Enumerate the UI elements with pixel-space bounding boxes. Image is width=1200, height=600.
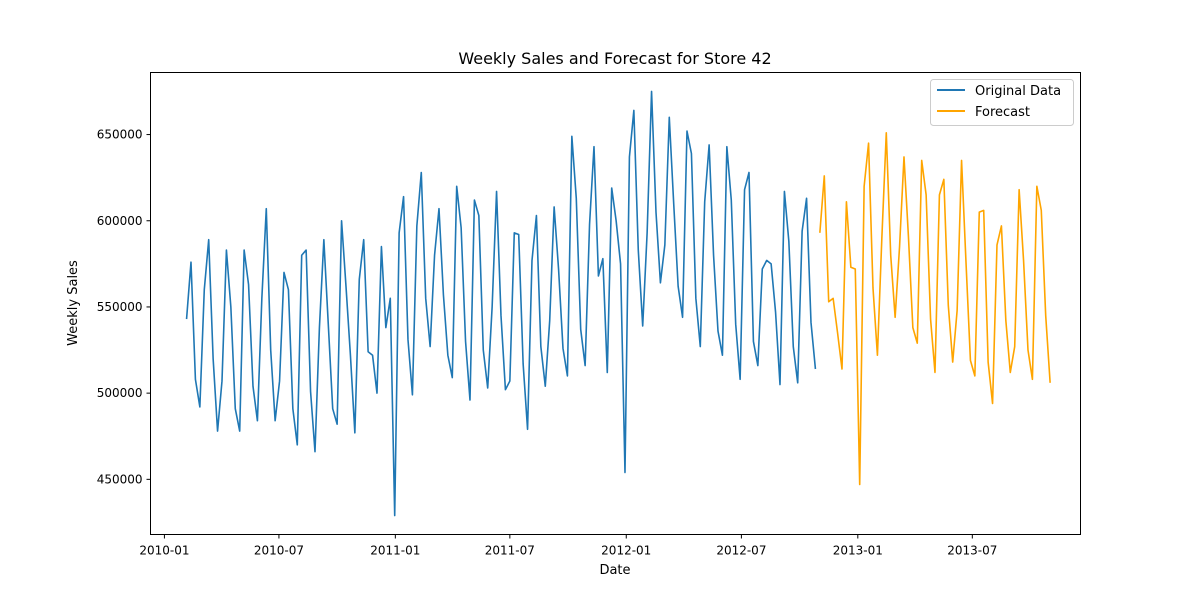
x-tick-label: 2013-07	[947, 544, 997, 558]
x-tick-label: 2010-07	[254, 544, 304, 558]
series-line-original	[185, 90, 817, 517]
y-tick-label: 550000	[97, 300, 143, 314]
x-axis-label: Date	[599, 563, 630, 578]
chart-title: Weekly Sales and Forecast for Store 42	[458, 49, 771, 68]
x-tick-label: 2011-07	[485, 544, 535, 558]
plot-frame	[150, 72, 1081, 535]
y-tick-label: 450000	[97, 472, 143, 486]
y-tick-label: 500000	[97, 386, 143, 400]
x-tick-label: 2012-01	[601, 544, 651, 558]
x-tick-label: 2012-07	[716, 544, 766, 558]
x-axis: 2010-01 2010-07 2011-01 2011-07 2012-01 2012-…	[139, 534, 997, 558]
plot-area	[185, 90, 1051, 517]
x-tick-label: 2010-01	[139, 544, 189, 558]
x-tick-label: 2013-01	[833, 544, 883, 558]
legend-label-forecast: Forecast	[975, 105, 1030, 120]
x-tick-label: 2011-01	[370, 544, 420, 558]
y-tick-label: 650000	[97, 128, 143, 142]
legend-box	[930, 79, 1074, 126]
series-line-forecast	[819, 132, 1051, 486]
legend-label-original: Original Data	[975, 84, 1061, 99]
legend: Original Data Forecast	[930, 79, 1074, 126]
y-tick-label: 600000	[97, 214, 143, 228]
y-axis: 450000 500000 550000 600000 650000	[97, 128, 151, 486]
y-axis-label: Weekly Sales	[66, 260, 81, 346]
